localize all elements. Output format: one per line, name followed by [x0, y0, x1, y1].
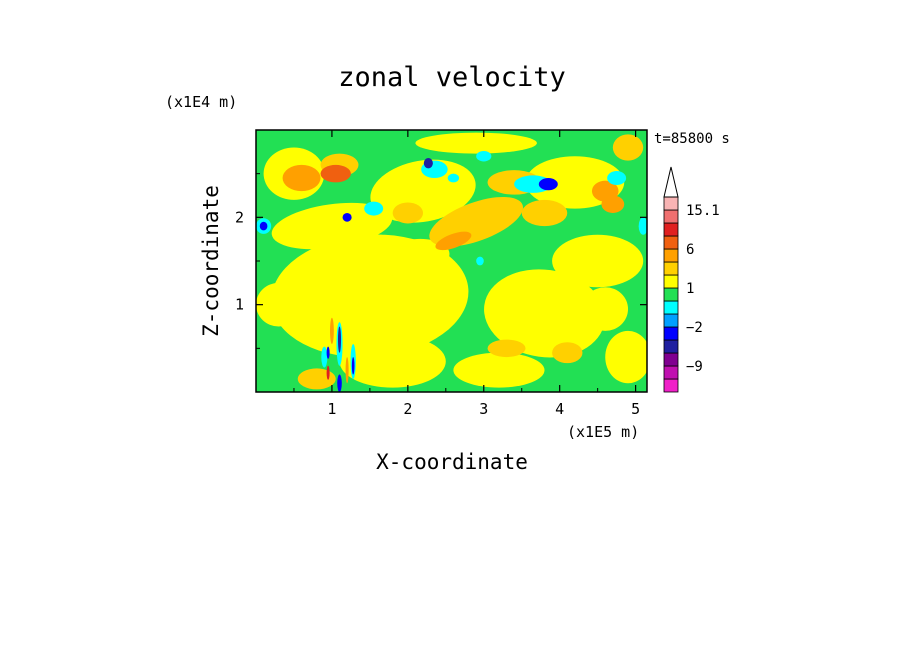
contour-region — [282, 164, 321, 192]
contour-region — [521, 199, 568, 227]
x-tick-label: 1 — [327, 400, 336, 418]
contour-region — [476, 256, 484, 266]
contour-region — [552, 234, 644, 288]
contour-region — [612, 134, 644, 161]
contour-region — [259, 221, 268, 231]
colorbar-cell — [663, 352, 679, 367]
contour-region — [552, 342, 583, 364]
colorbar: 15.1 6 1 −2 −9 — [663, 166, 720, 393]
colorbar-cell — [663, 313, 679, 328]
colorbar-cell — [663, 196, 679, 211]
contour-region — [538, 178, 558, 191]
contour-region — [638, 217, 647, 235]
colorbar-label: 15.1 — [686, 203, 720, 219]
contour-region — [476, 150, 492, 162]
contour-region — [330, 317, 334, 344]
contour-region — [423, 157, 433, 169]
contour-region — [392, 202, 424, 224]
contour-region — [337, 326, 342, 353]
contour-region — [582, 287, 629, 331]
contour-region — [321, 346, 328, 368]
x-tick-label: 4 — [555, 400, 564, 418]
colorbar-cell — [663, 261, 679, 276]
colorbar-extend-triangle — [663, 166, 679, 198]
colorbar-cell — [663, 222, 679, 237]
time-label: t=85800 s — [654, 131, 730, 147]
colorbar-label: −2 — [686, 320, 703, 336]
colorbar-cell — [663, 365, 679, 380]
x-unit-label: (x1E5 m) — [567, 423, 639, 441]
contour-region — [607, 171, 627, 186]
colorbar-cell — [663, 248, 679, 263]
contour-region — [256, 282, 302, 327]
colorbar-cell — [663, 274, 679, 289]
contour-region — [297, 368, 336, 390]
contour-region — [453, 352, 545, 388]
chart-title: zonal velocity — [338, 62, 566, 93]
y-axis: 12 — [235, 173, 647, 349]
contour-region — [342, 212, 352, 222]
x-tick-label: 3 — [479, 400, 488, 418]
contour-region — [601, 195, 625, 213]
colorbar-label: −9 — [686, 359, 703, 375]
contour-region — [320, 164, 351, 183]
contour-region — [271, 202, 393, 250]
x-axis-label: X-coordinate — [376, 450, 528, 474]
contour-region — [415, 132, 537, 154]
contour-field — [256, 132, 647, 392]
colorbar-cell — [663, 378, 679, 393]
colorbar-cell — [663, 287, 679, 302]
colorbar-cell — [663, 339, 679, 354]
colorbar-cell — [663, 235, 679, 250]
contour-region — [326, 346, 330, 359]
y-tick-label: 1 — [235, 296, 244, 314]
contour-region — [484, 269, 605, 358]
contour-region — [447, 173, 460, 183]
colorbar-cell — [663, 326, 679, 341]
contour-region — [381, 238, 450, 275]
colorbar-cell — [663, 209, 679, 224]
contour-region — [345, 357, 349, 384]
contour-region — [364, 201, 384, 216]
y-unit-label: (x1E4 m) — [165, 93, 237, 111]
colorbar-cell — [663, 300, 679, 315]
contour-region — [337, 374, 342, 392]
contour-region — [339, 335, 446, 388]
contour-region — [326, 365, 330, 380]
colorbar-label: 1 — [686, 281, 694, 297]
contour-region — [351, 357, 355, 375]
contour-region — [605, 330, 647, 384]
contour-region — [435, 231, 472, 251]
contour-region — [487, 339, 526, 358]
plot-area — [256, 130, 647, 392]
x-axis: 1 2 3 4 5 — [293, 130, 640, 418]
y-tick-label: 2 — [235, 208, 244, 226]
y-axis-label: Z-coordinate — [199, 185, 223, 337]
colorbar-label: 6 — [686, 242, 694, 258]
x-tick-label: 5 — [631, 400, 640, 418]
x-tick-label: 2 — [403, 400, 412, 418]
